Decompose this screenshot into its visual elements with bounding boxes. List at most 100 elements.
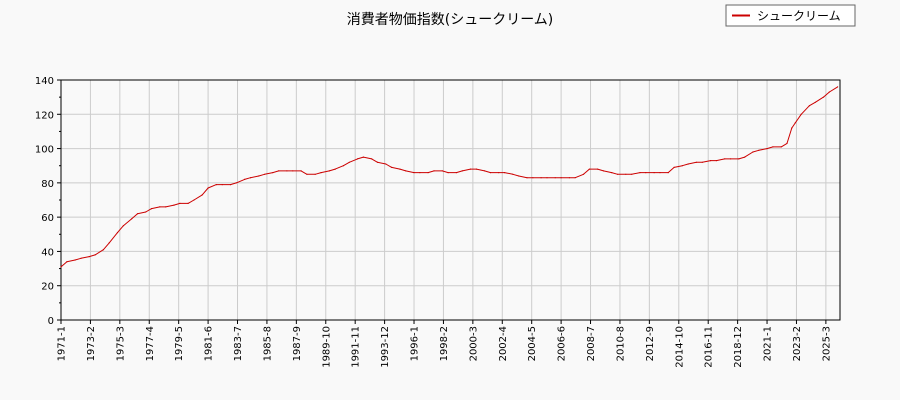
legend-label: シュークリーム [757, 9, 841, 23]
data-point [405, 170, 407, 172]
legend: シュークリーム [725, 4, 856, 27]
x-tick-label: 2004-5 [527, 326, 538, 361]
data-point [568, 177, 571, 179]
data-point [617, 173, 619, 175]
data-point [187, 202, 189, 204]
data-point [376, 161, 379, 163]
data-point [752, 151, 754, 153]
data-point [489, 172, 492, 174]
data-point [229, 184, 232, 186]
data-point [207, 187, 209, 189]
data-point [673, 166, 675, 168]
data-point [314, 173, 316, 175]
data-point [102, 249, 104, 251]
data-point [532, 177, 534, 179]
data-point [80, 257, 82, 259]
data-point [687, 163, 689, 165]
data-point [193, 199, 195, 201]
data-point [560, 177, 562, 179]
data-point [695, 161, 698, 163]
data-point [399, 168, 401, 170]
data-point [780, 146, 782, 148]
data-point [518, 175, 520, 177]
data-point [582, 173, 585, 175]
data-point [179, 202, 181, 204]
x-tick-label: 1991-11 [351, 326, 362, 368]
data-point [272, 172, 274, 174]
x-tick-label: 2010-8 [615, 326, 626, 361]
x-tick-label: 1977-4 [145, 326, 156, 361]
data-point [334, 168, 336, 170]
data-point [249, 177, 252, 179]
x-tick-label: 1985-8 [262, 326, 273, 361]
x-tick-label: 1993-12 [380, 326, 391, 368]
data-point [221, 184, 223, 186]
y-tick-label: 20 [41, 282, 54, 293]
data-point [794, 122, 796, 124]
x-tick-label: 2023-2 [792, 326, 803, 361]
x-tick-label: 2018-12 [733, 326, 744, 368]
data-point [292, 170, 294, 172]
data-point [786, 142, 788, 144]
legend-box [725, 4, 856, 27]
data-point [136, 213, 139, 215]
data-point [94, 254, 96, 256]
data-point [151, 208, 153, 210]
series-line [60, 86, 838, 268]
y-axis-ticks: 0 20 40 60 80 100 120 140 [35, 76, 61, 327]
y-tick-label: 120 [35, 110, 54, 121]
data-point [441, 170, 443, 172]
x-tick-label: 2021-1 [763, 326, 774, 361]
data-point [602, 170, 605, 172]
data-point [639, 172, 641, 174]
x-tick-label: 1981-6 [204, 326, 215, 361]
x-tick-label: 2016-11 [704, 326, 715, 368]
data-point [724, 158, 726, 160]
data-point [653, 172, 655, 174]
data-point [828, 91, 831, 93]
x-tick-label: 1975-3 [115, 326, 126, 361]
data-point [461, 170, 463, 172]
data-point [413, 172, 415, 174]
data-point [300, 170, 302, 172]
x-tick-label: 1996-1 [410, 326, 421, 361]
x-tick-label: 2025-3 [821, 326, 832, 361]
data-point [235, 182, 237, 184]
data-point [469, 168, 472, 170]
x-tick-label: 1987-9 [292, 326, 303, 361]
data-point [526, 177, 528, 179]
x-tick-label: 1983-7 [233, 326, 244, 361]
x-tick-label: 1998-2 [439, 326, 450, 361]
data-point [772, 146, 774, 148]
data-point [362, 156, 364, 158]
x-tick-label: 2012-9 [645, 326, 656, 361]
data-point [597, 168, 599, 170]
data-point [498, 172, 500, 174]
data-point [822, 96, 825, 98]
data-point [215, 184, 217, 186]
data-point [201, 194, 203, 196]
x-tick-label: 2000-3 [468, 326, 479, 361]
chart-title: 消費者物価指数(シュークリーム) [347, 12, 554, 28]
data-point [588, 168, 591, 170]
data-point [611, 172, 613, 174]
data-point [455, 172, 457, 174]
data-point [122, 225, 124, 227]
data-point [328, 170, 330, 172]
data-point [173, 204, 175, 206]
data-point [306, 173, 308, 175]
data-point [419, 172, 421, 174]
data-point [710, 160, 712, 162]
data-point [540, 177, 542, 179]
data-point [512, 173, 514, 175]
data-point [808, 105, 811, 107]
data-point [342, 165, 344, 167]
data-point [88, 256, 90, 258]
x-tick-label: 2002-4 [498, 326, 509, 361]
data-point [837, 86, 839, 88]
data-point [108, 242, 110, 244]
data-point [427, 172, 429, 174]
data-point [116, 232, 119, 234]
x-tick-label: 2014-10 [674, 326, 685, 368]
x-tick-label: 2006-6 [557, 326, 568, 361]
